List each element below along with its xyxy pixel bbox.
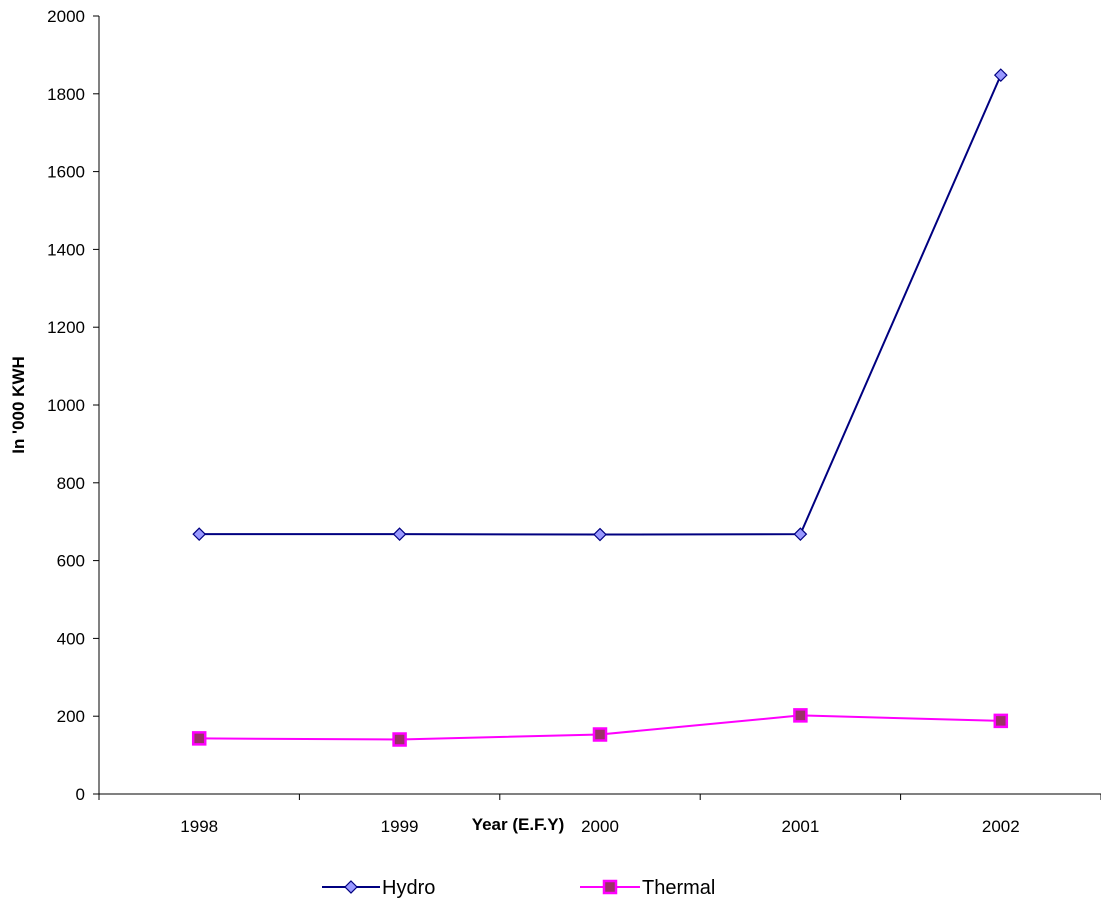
y-tick-label: 400 — [57, 629, 85, 648]
x-axis-ticks: 1998 1999 2000 2001 2002 — [98, 794, 1101, 836]
legend-item-hydro: Hydro — [322, 877, 435, 899]
legend-marker-thermal — [602, 879, 618, 895]
legend-label-hydro: Hydro — [382, 877, 435, 899]
series-hydro — [192, 68, 1008, 542]
y-tick-label: 800 — [57, 474, 85, 493]
x-tick-label: 2001 — [781, 817, 819, 836]
y-axis-title: In '000 KWH — [9, 356, 28, 454]
x-tick-label: 2000 — [581, 817, 619, 836]
y-tick-label: 1400 — [47, 240, 85, 259]
data-point-thermal — [993, 713, 1009, 729]
y-tick-label: 1800 — [47, 85, 85, 104]
legend-marker-hydro — [344, 880, 358, 894]
data-point-hydro — [192, 527, 207, 541]
legend-label-thermal: Thermal — [642, 877, 715, 899]
x-tick-label: 2002 — [982, 817, 1020, 836]
data-point-hydro — [793, 527, 808, 541]
legend-item-thermal: Thermal — [580, 877, 715, 899]
data-point-hydro — [593, 527, 607, 542]
x-axis-title: Year (E.F.Y) — [472, 815, 565, 834]
data-point-thermal — [793, 708, 808, 723]
y-tick-label: 0 — [76, 785, 85, 804]
x-tick-label: 1999 — [381, 817, 419, 836]
data-point-thermal — [392, 732, 407, 747]
series-layer — [191, 68, 1009, 747]
data-point-thermal — [191, 731, 207, 746]
y-tick-label: 2000 — [47, 7, 85, 26]
y-tick-label: 1200 — [47, 318, 85, 337]
y-tick-label: 600 — [57, 552, 85, 571]
data-point-hydro — [392, 527, 407, 541]
y-tick-label: 1000 — [47, 396, 85, 415]
y-axis-ticks: 0 200 400 600 800 1000 1200 1400 1600 1800 2000 — [47, 7, 99, 804]
series-line-hydro — [199, 74, 1002, 536]
y-tick-label: 1600 — [47, 163, 85, 182]
x-tick-label: 1998 — [180, 817, 218, 836]
data-point-hydro — [993, 68, 1008, 82]
legend: Hydro Thermal — [322, 877, 715, 899]
plot-area: 0 200 400 600 800 1000 1200 1400 1600 1800 2000 19… — [47, 7, 1101, 836]
series-thermal — [191, 708, 1009, 747]
y-tick-label: 200 — [57, 707, 85, 726]
data-point-thermal — [592, 727, 608, 742]
